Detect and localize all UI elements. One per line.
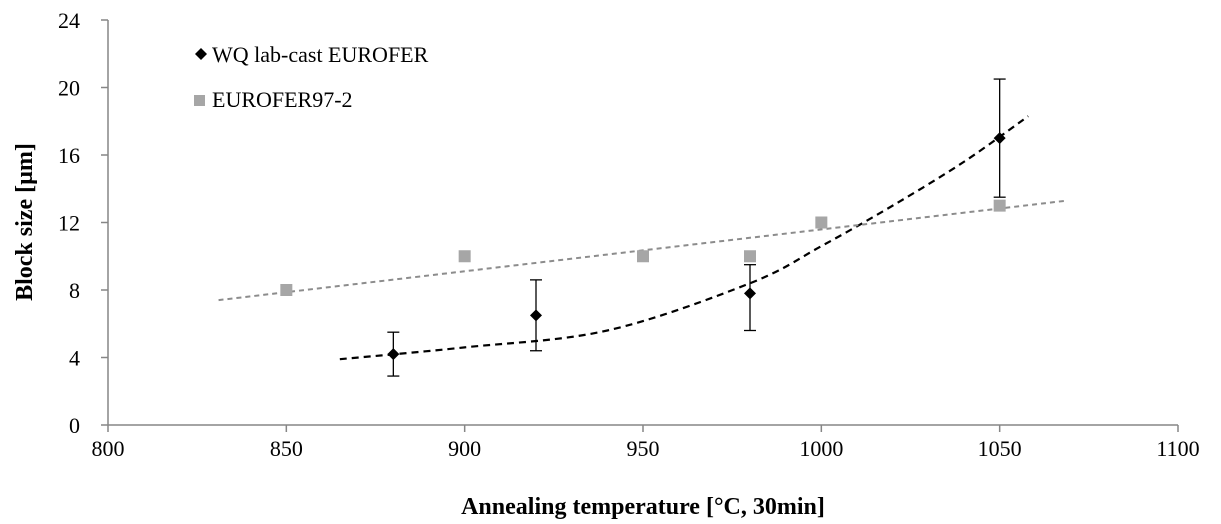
- data-point-eurofer97-2: [993, 199, 1006, 212]
- trendline-wq-lab-cast: [339, 115, 1029, 361]
- x-tick-label: 900: [448, 436, 481, 461]
- x-axis-title: Annealing temperature [°C, 30min]: [461, 494, 825, 520]
- y-tick-label: 4: [69, 346, 80, 371]
- error-bars: [387, 78, 1006, 377]
- x-tick-label: 1100: [1156, 436, 1199, 461]
- data-point-eurofer97-2: [637, 250, 649, 263]
- y-tick-label: 8: [69, 278, 80, 303]
- legend-marker-wq-lab-cast: [195, 48, 207, 60]
- data-point-wq-lab-cast: [993, 132, 1006, 145]
- x-tick-label: 850: [270, 436, 303, 461]
- trendlines: [218, 115, 1068, 361]
- y-tick-label: 20: [58, 76, 80, 101]
- data-point-eurofer97-2: [815, 216, 828, 229]
- y-tick-label: 16: [58, 143, 80, 168]
- x-ticks: 800 850 900 950 1000 1050 1100: [92, 425, 1200, 461]
- data-point-wq-lab-cast: [387, 348, 400, 361]
- y-tick-label: 24: [58, 8, 80, 33]
- data-point-eurofer97-2: [744, 250, 756, 263]
- legend-marker-eurofer97-2: [194, 95, 205, 106]
- data-point-eurofer97-2: [458, 250, 471, 263]
- x-tick-label: 1000: [799, 436, 843, 461]
- legend: WQ lab-cast EUROFER EUROFER97-2: [194, 42, 429, 112]
- x-tick-label: 1050: [978, 436, 1022, 461]
- legend-label-eurofer97-2: EUROFER97-2: [212, 87, 353, 112]
- y-axis-title: Block size [µm]: [12, 143, 38, 301]
- legend-label-wq-lab-cast: WQ lab-cast EUROFER: [212, 42, 429, 67]
- y-ticks: 0 4 8 12 16 20 24: [58, 8, 108, 438]
- data-point-eurofer97-2: [280, 284, 293, 296]
- x-tick-label: 950: [627, 436, 660, 461]
- y-tick-label: 0: [69, 413, 80, 438]
- data-points: [280, 132, 1006, 361]
- data-point-wq-lab-cast: [530, 309, 542, 322]
- y-tick-label: 12: [58, 211, 80, 236]
- axes: [107, 20, 1178, 426]
- data-point-wq-lab-cast: [744, 287, 756, 300]
- x-tick-label: 800: [92, 436, 125, 461]
